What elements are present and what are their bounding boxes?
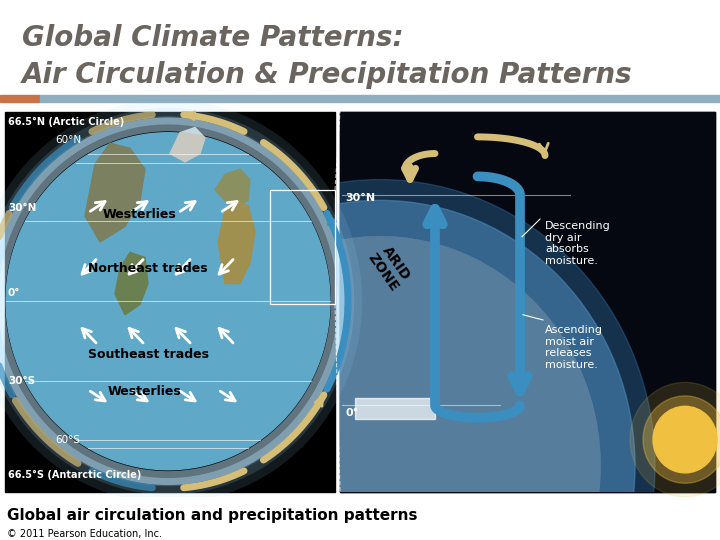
- Text: 30°S: 30°S: [8, 376, 35, 387]
- Circle shape: [653, 406, 717, 473]
- Polygon shape: [115, 252, 148, 315]
- Text: Ascending
moist air
releases
moisture.: Ascending moist air releases moisture.: [545, 325, 603, 370]
- Text: Westerlies: Westerlies: [108, 385, 181, 398]
- Circle shape: [643, 396, 720, 483]
- Text: Westerlies: Westerlies: [103, 208, 176, 221]
- Polygon shape: [85, 143, 145, 242]
- Text: Global Climate Patterns:: Global Climate Patterns:: [22, 24, 403, 52]
- Text: 60°N: 60°N: [55, 135, 81, 145]
- Circle shape: [6, 133, 330, 470]
- Bar: [0, 94, 40, 102]
- Circle shape: [125, 200, 635, 540]
- Text: Air Circulation & Precipitation Patterns: Air Circulation & Precipitation Patterns: [22, 62, 632, 90]
- Bar: [340, 112, 715, 491]
- Text: ARID
ZONE: ARID ZONE: [365, 241, 415, 294]
- Circle shape: [160, 237, 600, 540]
- Text: Northeast trades: Northeast trades: [88, 262, 207, 275]
- Text: 0°: 0°: [345, 408, 359, 418]
- Text: 60°S: 60°S: [55, 435, 80, 445]
- Bar: [5, 112, 335, 491]
- Text: 66.5°N (Arctic Circle): 66.5°N (Arctic Circle): [8, 117, 125, 127]
- Text: 30°N: 30°N: [8, 202, 37, 213]
- Text: Descending
dry air
absorbs
moisture.: Descending dry air absorbs moisture.: [545, 221, 611, 266]
- Circle shape: [160, 237, 600, 540]
- Circle shape: [105, 179, 655, 540]
- Circle shape: [630, 382, 720, 497]
- Bar: [355, 398, 435, 419]
- Polygon shape: [218, 200, 255, 284]
- Bar: [340, 112, 715, 491]
- Polygon shape: [170, 127, 205, 162]
- Text: 0°: 0°: [8, 288, 20, 298]
- Text: 66.5°S (Antarctic Circle): 66.5°S (Antarctic Circle): [8, 470, 141, 480]
- Text: © 2011 Pearson Education, Inc.: © 2011 Pearson Education, Inc.: [7, 529, 162, 539]
- Text: 30°N: 30°N: [345, 193, 375, 203]
- Bar: [270, 190, 335, 305]
- Text: Global air circulation and precipitation patterns: Global air circulation and precipitation…: [7, 508, 418, 523]
- Polygon shape: [215, 169, 250, 207]
- Text: Southeast trades: Southeast trades: [88, 348, 209, 361]
